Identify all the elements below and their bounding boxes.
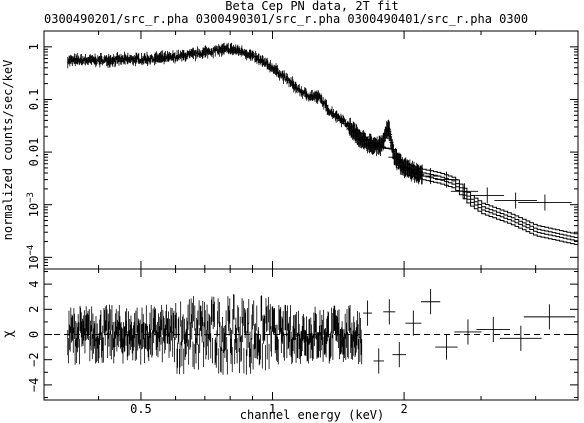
residuals-y-axis-label: χ: [1, 330, 16, 338]
spectrum-panel: 10−4 10−3 0.01 0.1 1 normalized counts/sec/k…: [1, 30, 579, 270]
spectrum-y-axis-label: normalized counts/sec/keV: [1, 60, 15, 241]
residual-y-tick-label: 4: [27, 280, 41, 287]
spectrum-y-tick-label: 0.01: [27, 138, 41, 167]
residual-y-tick-label: 2: [27, 306, 41, 313]
spectrum-y-tick-label: 1: [27, 43, 41, 50]
residual-y-tick-label: 0: [27, 331, 41, 338]
model-line: [355, 129, 579, 239]
spectrum-y-tick-label: 10−3: [26, 192, 41, 217]
model-line: [355, 129, 579, 242]
x-tick-label: 0.5: [130, 402, 152, 416]
spectrum-y-tick-label: 10−4: [26, 245, 41, 270]
x-tick-label: 1: [269, 402, 276, 416]
chart-title: Beta Cep PN data, 2T fit: [225, 0, 398, 13]
residual-y-tick-label: −4: [27, 378, 41, 392]
x-axis-label: channel energy (keV): [240, 408, 385, 422]
model-line: [355, 129, 579, 246]
chart-subtitle: 0300490201/src_r.pha 0300490301/src_r.ph…: [44, 12, 528, 26]
x-tick-label: 2: [400, 402, 407, 416]
spectrum-y-tick-label: 0.1: [27, 89, 41, 111]
residuals-panel: −4 −2 0 2 4 0.5 1 2 χ channel energy (keV): [1, 268, 579, 422]
residual-y-tick-label: −2: [27, 352, 41, 366]
model-line: [355, 129, 579, 235]
spectrum-plot-frame: [43, 30, 579, 270]
